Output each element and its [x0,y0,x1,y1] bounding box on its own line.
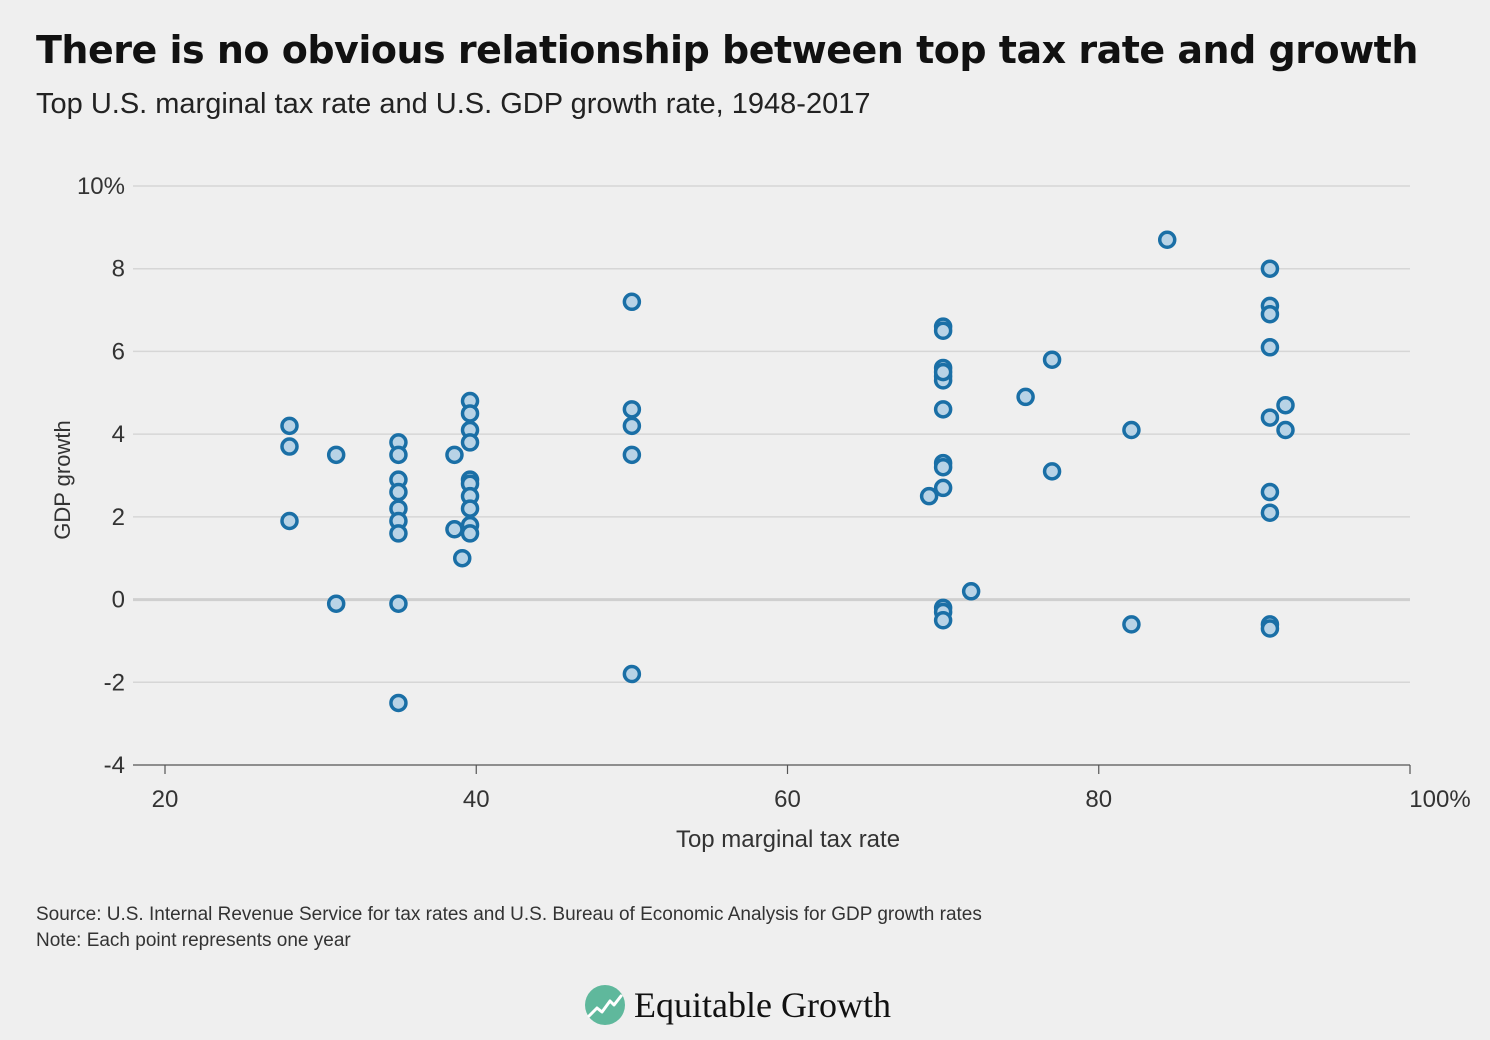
x-axis: 20 40 60 80 100% [152,765,1471,813]
scatter-chart: -4 -2 0 2 4 6 8 10% 20 40 60 80 100% GDP growth Top… [50,173,1471,853]
x-axis-title: Top marginal tax rate [676,826,900,853]
data-point [1276,395,1295,415]
point-note: Note: Each point represents one year [36,930,351,951]
y-tick-label: 6 [112,338,125,365]
y-tick-label: 2 [112,504,125,531]
grid-layer [133,185,1410,766]
data-point [280,437,299,456]
data-point [1260,338,1280,357]
data-point [622,445,642,465]
brand-footer[interactable]: Equitable Growth [584,980,891,1030]
chart-title: There is no obvious relationship between… [36,28,1418,72]
data-point [1122,420,1141,440]
data-point [460,499,480,518]
data-point [1260,482,1280,502]
data-point [1042,462,1062,481]
brand-name: Equitable Growth [634,985,891,1025]
data-point [1016,387,1035,407]
data-point [389,594,408,613]
data-point [1042,350,1062,369]
data-point [1260,619,1280,638]
data-point [280,416,299,436]
x-tick-label: 60 [774,786,801,813]
data-point [622,664,642,684]
y-tick-label: 8 [112,256,125,283]
y-tick-label: -2 [104,669,125,696]
y-tick-label: 4 [112,421,125,448]
data-point [933,400,953,419]
data-point [622,400,642,419]
x-tick-label: 40 [463,786,490,813]
data-point [1157,230,1177,250]
data-point [280,511,299,531]
data-point [445,445,464,465]
data-point [460,404,480,423]
data-point [622,416,642,436]
data-point [452,548,472,568]
data-point [1260,259,1280,278]
data-points [280,230,1295,713]
data-point [1122,615,1141,634]
data-point [933,362,953,382]
equitable-growth-logo-icon [585,985,625,1025]
data-point [1260,503,1280,522]
x-tick-label: 80 [1085,786,1112,813]
data-point [389,445,408,465]
data-point [326,594,346,613]
data-point [933,321,953,340]
data-point [460,524,480,543]
data-point [933,478,953,498]
chart-subtitle: Top U.S. marginal tax rate and U.S. GDP … [36,88,871,120]
data-point [622,292,642,312]
y-tick-label: 10% [77,173,125,200]
y-tick-label: 0 [112,587,125,614]
data-point [933,457,953,477]
x-tick-label: 100% [1409,786,1470,813]
data-point [961,582,981,601]
data-point [389,524,408,543]
data-point [326,445,346,465]
data-point [389,693,408,713]
data-point [1260,304,1280,324]
y-axis-title: GDP growth [50,420,75,539]
data-point [460,433,480,452]
source-note: Source: U.S. Internal Revenue Service fo… [36,904,982,925]
data-point [389,482,408,502]
data-point [1276,420,1295,440]
data-point [445,520,464,539]
y-tick-label: -4 [104,752,125,779]
data-point [919,486,939,506]
x-tick-label: 20 [152,786,179,813]
data-point [933,611,953,630]
data-point [1260,408,1280,427]
y-axis: -4 -2 0 2 4 6 8 10% [77,173,125,779]
